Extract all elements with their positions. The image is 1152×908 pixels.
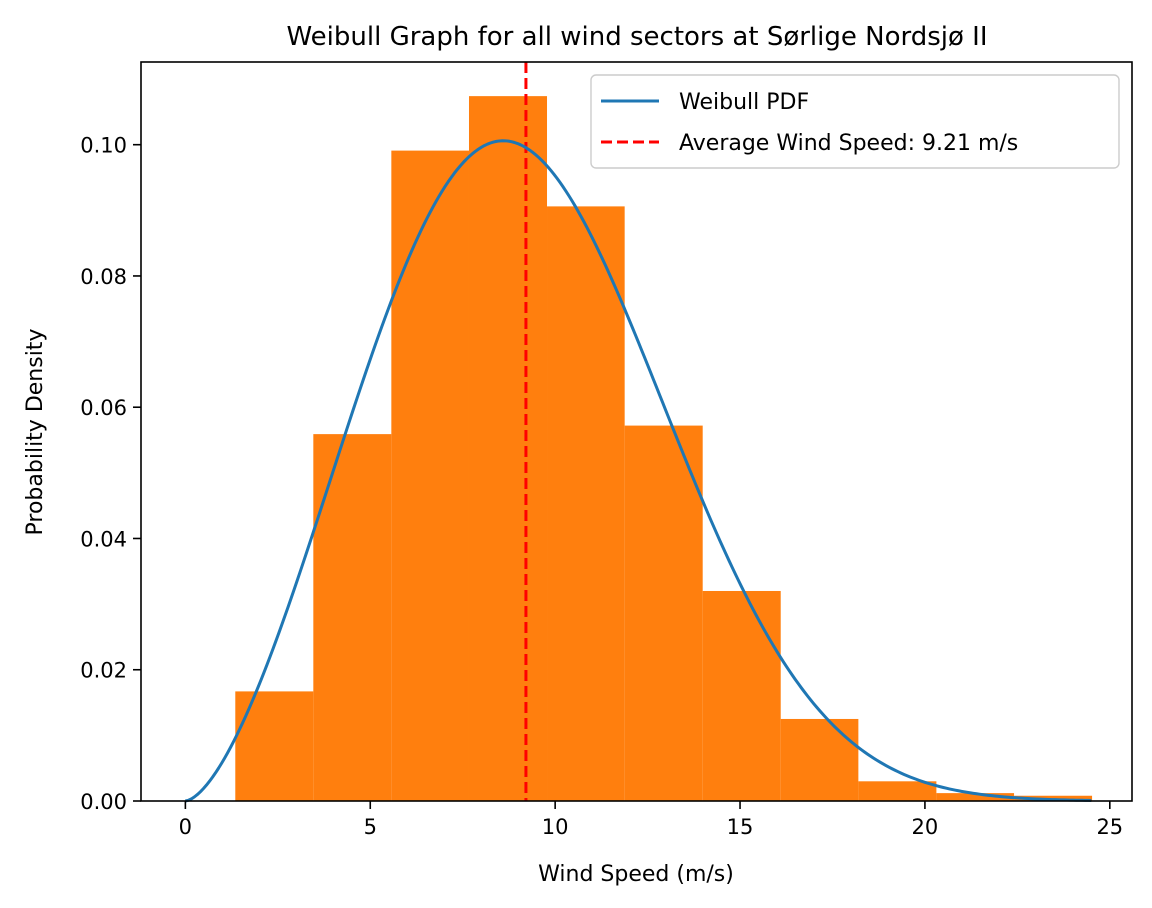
histogram-bars xyxy=(235,96,1093,802)
legend-weibull-pdf-label: Weibull PDF xyxy=(679,90,809,115)
x-tick-label: 15 xyxy=(727,815,754,839)
y-tick-label: 0.02 xyxy=(80,659,127,683)
histogram-bar xyxy=(624,425,703,801)
x-tick-label: 20 xyxy=(912,815,939,839)
x-tick-label: 25 xyxy=(1096,815,1123,839)
histogram-bar xyxy=(547,206,625,801)
histogram-bar xyxy=(702,590,781,801)
legend-box xyxy=(590,74,1120,169)
y-tick-label: 0.08 xyxy=(80,265,127,289)
y-tick-label: 0.04 xyxy=(80,527,127,551)
histogram-bar xyxy=(391,150,469,801)
weibull-pdf-line-group xyxy=(185,139,1092,803)
y-axis-ticks: 0.00 0.02 0.04 0.06 0.08 0.10 xyxy=(80,134,141,814)
chart-title: Weibull Graph for all wind sectors at Sø… xyxy=(286,22,987,52)
axes-frame xyxy=(140,61,1133,802)
legend-average-speed-label: Average Wind Speed: 9.21 m/s xyxy=(679,131,1018,156)
x-tick-label: 0 xyxy=(179,815,192,839)
histogram-bar xyxy=(780,718,859,801)
x-axis-label: Wind Speed (m/s) xyxy=(538,862,734,887)
weibull-pdf-line xyxy=(185,139,1092,803)
y-tick-label: 0.10 xyxy=(80,134,127,158)
histogram-bar xyxy=(235,691,314,801)
histogram-bar xyxy=(936,793,1015,801)
histogram-bar xyxy=(468,96,548,802)
legend: Weibull PDF Average Wind Speed: 9.21 m/s xyxy=(590,74,1120,169)
histogram-bar xyxy=(858,781,937,801)
y-axis-label: Probability Density xyxy=(23,329,48,536)
x-tick-label: 5 xyxy=(364,815,377,839)
y-tick-label: 0.00 xyxy=(80,790,127,814)
histogram-bar xyxy=(313,434,392,801)
x-axis-ticks: 0 5 10 15 20 25 xyxy=(179,801,1123,839)
y-tick-label: 0.06 xyxy=(80,396,127,420)
x-tick-label: 10 xyxy=(542,815,569,839)
